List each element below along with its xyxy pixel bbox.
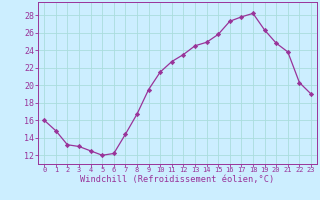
X-axis label: Windchill (Refroidissement éolien,°C): Windchill (Refroidissement éolien,°C) xyxy=(80,175,275,184)
